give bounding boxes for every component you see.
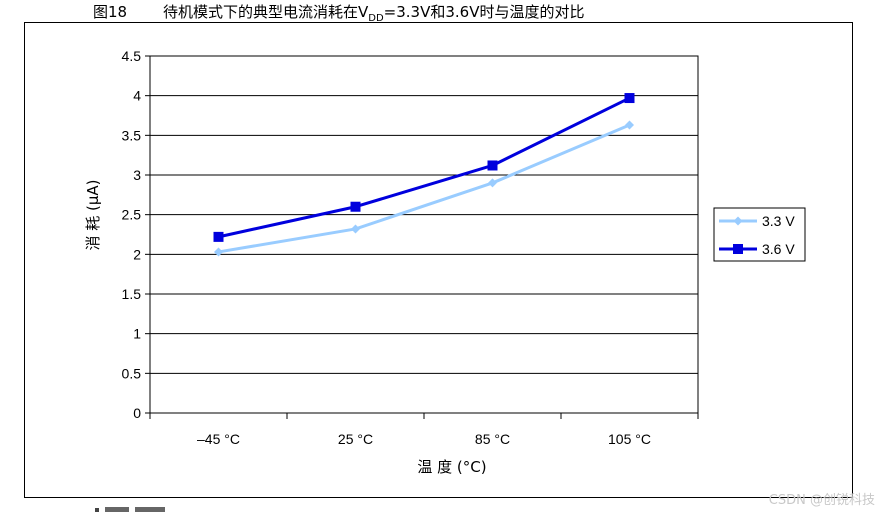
legend-swatch-marker bbox=[733, 216, 743, 226]
figure-number: 图18 bbox=[93, 3, 128, 21]
y-tick-label: 1.5 bbox=[122, 286, 142, 302]
y-tick-label: 4 bbox=[133, 88, 141, 104]
data-point bbox=[350, 201, 361, 212]
data-point bbox=[488, 178, 497, 188]
y-axis-ticks: 0 0.5 1 1.5 2 2.5 3 3.5 4 4.5 bbox=[122, 48, 150, 421]
chart-frame bbox=[24, 22, 853, 498]
data-point bbox=[625, 120, 634, 130]
data-point bbox=[213, 231, 224, 242]
legend-label: 3.3 V bbox=[762, 213, 795, 229]
x-tick-label: 25 °C bbox=[338, 431, 373, 447]
data-point bbox=[624, 93, 635, 104]
legend-label: 3.6 V bbox=[762, 241, 795, 257]
x-axis-title: 温 度 (°C) bbox=[417, 458, 486, 476]
watermark: CSDN @创锐科技 bbox=[768, 493, 875, 508]
legend: 3.3 V 3.6 V bbox=[719, 213, 795, 257]
y-tick-label: 4.5 bbox=[122, 48, 142, 64]
series-line-0 bbox=[218, 123, 631, 254]
x-tick-label: 85 °C bbox=[475, 431, 510, 447]
data-point bbox=[487, 160, 498, 171]
legend-swatch-marker bbox=[733, 244, 743, 254]
x-axis-ticks: –45 °C 25 °C 85 °C 105 °C bbox=[149, 413, 699, 447]
figure-title: 待机模式下的典型电流消耗在VDD=3.3V和3.6V时与温度的对比 bbox=[163, 3, 585, 24]
data-point bbox=[351, 224, 360, 234]
y-tick-label: 3 bbox=[133, 167, 141, 183]
y-tick-label: 1 bbox=[133, 326, 141, 342]
y-tick-label: 3.5 bbox=[122, 127, 142, 143]
figure-title-subscript: DD bbox=[368, 13, 384, 24]
legend-box bbox=[713, 207, 806, 262]
series-group bbox=[213, 93, 635, 257]
y-tick-label: 0 bbox=[133, 405, 141, 421]
cropped-caption-fragment bbox=[95, 507, 165, 512]
y-axis-title: 消 耗 (µA) bbox=[84, 179, 102, 250]
y-tick-label: 2 bbox=[133, 246, 141, 262]
x-tick-label: –45 °C bbox=[197, 431, 240, 447]
y-tick-label: 0.5 bbox=[122, 365, 142, 381]
series-line-1 bbox=[218, 96, 631, 239]
x-tick-label: 105 °C bbox=[608, 431, 651, 447]
data-point bbox=[214, 247, 223, 257]
plot-area bbox=[149, 55, 699, 414]
gridlines bbox=[150, 95, 698, 374]
figure-title-prefix: 待机模式下的典型电流消耗在V bbox=[163, 3, 369, 21]
figure-header: 图18 待机模式下的典型电流消耗在VDD=3.3V和3.6V时与温度的对比 bbox=[93, 1, 585, 24]
y-tick-label: 2.5 bbox=[122, 207, 142, 223]
figure-title-suffix: =3.3V和3.6V时与温度的对比 bbox=[383, 3, 585, 21]
